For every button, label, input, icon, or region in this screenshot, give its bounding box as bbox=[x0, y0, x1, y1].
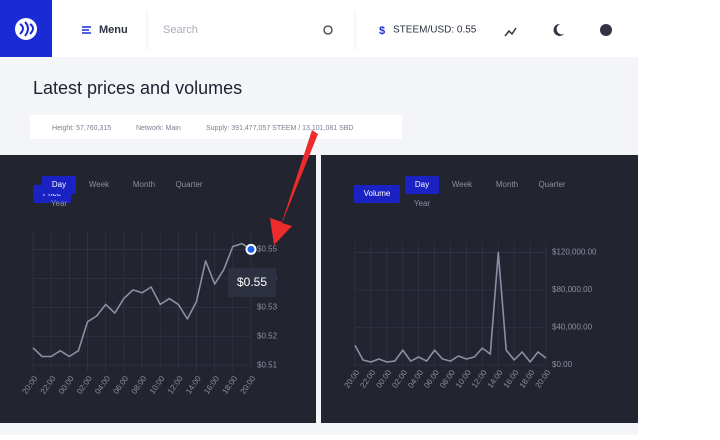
tooltip-text: $0.55 bbox=[237, 275, 267, 289]
hover-point bbox=[245, 243, 257, 255]
stats-box bbox=[30, 115, 402, 139]
period-tab-label[interactable]: Month bbox=[496, 180, 518, 189]
menu-button[interactable]: Menu bbox=[82, 24, 128, 36]
tooltip bbox=[228, 268, 276, 297]
y-tick-label: $80,000.00 bbox=[552, 285, 593, 294]
line bbox=[32, 242, 252, 358]
period-tab-label[interactable]: Week bbox=[89, 180, 110, 189]
stat: Height: 57,760,315 bbox=[52, 125, 111, 132]
period-tab-label[interactable]: Day bbox=[52, 180, 66, 189]
period-tab[interactable] bbox=[42, 176, 76, 194]
series-button-label: Volume bbox=[364, 189, 391, 198]
stat: Supply: 391,477,057 STEEM / 13,101,081 S… bbox=[206, 125, 354, 132]
language-icon[interactable] bbox=[600, 24, 612, 36]
y-tick-label: $0.52 bbox=[257, 331, 278, 340]
y-tick-label: $0.51 bbox=[257, 360, 278, 369]
currency-icon: $ bbox=[379, 25, 385, 37]
top-bar bbox=[0, 0, 638, 57]
period-tab-label[interactable]: Week bbox=[452, 180, 473, 189]
annotation-arrow bbox=[270, 130, 318, 245]
period-tab-label[interactable]: Month bbox=[133, 180, 155, 189]
line bbox=[354, 251, 547, 363]
period-tab-label[interactable]: Day bbox=[415, 180, 429, 189]
period-tab-label[interactable]: Quarter bbox=[175, 180, 202, 189]
y-tick-label: $0.55 bbox=[257, 244, 278, 253]
price-ticker: STEEM/USD: 0.55 bbox=[393, 25, 477, 36]
period-tab[interactable] bbox=[405, 176, 439, 194]
y-tick-label: $40,000.00 bbox=[552, 323, 593, 332]
period-tab-label[interactable]: Year bbox=[414, 199, 431, 208]
chart: PriceDayWeekMonthQuarterYear$0.51$0.52$0… bbox=[21, 176, 278, 396]
period-tab-label[interactable]: Quarter bbox=[538, 180, 565, 189]
logo-glyph bbox=[19, 21, 34, 37]
chart-icon[interactable] bbox=[504, 27, 517, 37]
search-icon[interactable] bbox=[323, 25, 333, 35]
page-title: Latest prices and volumes bbox=[33, 78, 242, 98]
y-tick-label: $0.00 bbox=[552, 360, 573, 369]
menu-label: Menu bbox=[99, 24, 128, 36]
y-tick-label: $0.53 bbox=[257, 302, 278, 311]
theme-icon[interactable] bbox=[553, 23, 564, 36]
menu-icon bbox=[82, 26, 91, 34]
series-button[interactable] bbox=[354, 185, 400, 203]
stat: Network: Main bbox=[136, 125, 181, 132]
period-tab-label[interactable]: Year bbox=[51, 199, 68, 208]
search-input[interactable]: Search bbox=[163, 24, 198, 36]
y-tick-label: $120,000.00 bbox=[552, 247, 597, 256]
